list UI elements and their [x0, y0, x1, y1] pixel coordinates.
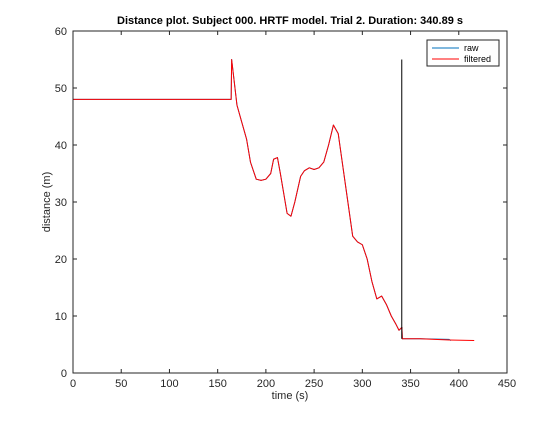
y-tick-label: 30 [55, 197, 67, 209]
y-axis-label: distance (m) [41, 172, 53, 233]
legend-label-raw: raw [464, 43, 479, 53]
legend-label-filtered: filtered [464, 54, 491, 64]
y-tick-label: 10 [55, 311, 67, 323]
x-tick-label: 0 [70, 378, 76, 390]
x-axis-label: time (s) [272, 390, 309, 402]
x-tick-label: 400 [450, 378, 468, 390]
x-tick-label: 350 [401, 378, 419, 390]
x-tick-label: 100 [160, 378, 178, 390]
y-tick-label: 0 [61, 368, 67, 380]
x-tick-label: 250 [305, 378, 323, 390]
x-tick-label: 50 [115, 378, 127, 390]
y-tick-label: 40 [55, 140, 67, 152]
y-tick-label: 20 [55, 254, 67, 266]
chart-title: Distance plot. Subject 000. HRTF model. … [117, 15, 463, 27]
x-tick-label: 150 [208, 378, 226, 390]
x-tick-label: 200 [257, 378, 275, 390]
plot-area [73, 31, 507, 373]
x-tick-label: 450 [498, 378, 516, 390]
x-tick-label: 300 [353, 378, 371, 390]
y-tick-label: 50 [55, 83, 67, 95]
y-tick-label: 60 [55, 26, 67, 38]
